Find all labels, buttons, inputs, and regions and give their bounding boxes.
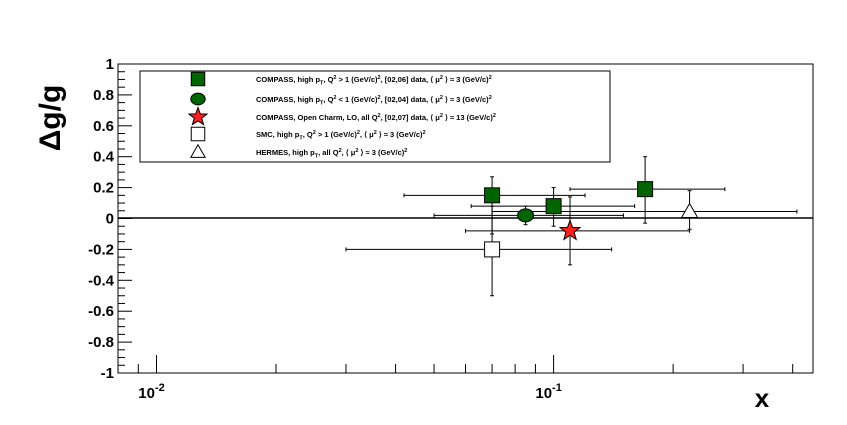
filled-square-marker [484, 187, 501, 204]
filled-circle-marker [190, 92, 206, 106]
y-tick-label: 0.4 [93, 149, 115, 166]
y-axis: -1 -0.8 -0.6 -0.4 -0.2 0 0.2 0.4 0.6 0.8 1 [88, 56, 132, 382]
y-axis-title: Δg/g [34, 85, 67, 152]
open-triangle-marker [680, 202, 699, 219]
y-tick-label: 0.2 [93, 180, 114, 197]
y-tick-label: -0.2 [88, 241, 114, 258]
open-square-marker [484, 241, 501, 258]
legend-entry-label: COMPASS, high pT, Q2 < 1 (GeV/c)2, [02,0… [256, 95, 492, 107]
y-tick-label: 0.8 [93, 87, 114, 104]
x-tick-label: 10-2 [138, 382, 164, 402]
x-tick-label: 10-1 [535, 382, 561, 402]
legend-entry-label: HERMES, high pT, all Q2, ⟨ μ2 ⟩ ≈ 3 (GeV… [256, 148, 407, 160]
star-marker [187, 106, 209, 126]
y-tick-label: 1 [106, 56, 114, 73]
y-tick-label: 0.6 [93, 118, 114, 135]
x-axis: 10-2 10-1 [117, 355, 794, 402]
legend-entry-label: COMPASS, high pT, Q2 > 1 (GeV/c)2, [02,0… [256, 75, 492, 87]
filled-circle-marker [517, 208, 535, 223]
y-tick-label: -0.8 [88, 334, 114, 351]
open-square-marker [190, 126, 206, 142]
filled-square-marker [190, 71, 206, 87]
legend-entry-label: COMPASS, Open Charm, LO, all Q2, [02,07]… [256, 113, 496, 122]
open-triangle-marker [189, 143, 207, 158]
y-tick-label: -0.4 [88, 272, 115, 289]
y-tick-label: -0.6 [88, 303, 114, 320]
filled-square-marker [637, 181, 654, 198]
legend: COMPASS, high pT, Q2 > 1 (GeV/c)2, [02,0… [139, 70, 611, 163]
y-tick-label: 0 [106, 211, 114, 228]
data-markers [484, 181, 699, 258]
x-axis-title: x [755, 383, 770, 413]
y-tick-label: -1 [101, 365, 114, 382]
legend-entry-label: SMC, high pT, Q2 > 1 (GeV/c)2, ⟨ μ2 ⟩ ≈ … [256, 130, 426, 142]
filled-square-marker [545, 198, 562, 215]
legend-box [139, 70, 611, 163]
star-marker [558, 218, 582, 241]
